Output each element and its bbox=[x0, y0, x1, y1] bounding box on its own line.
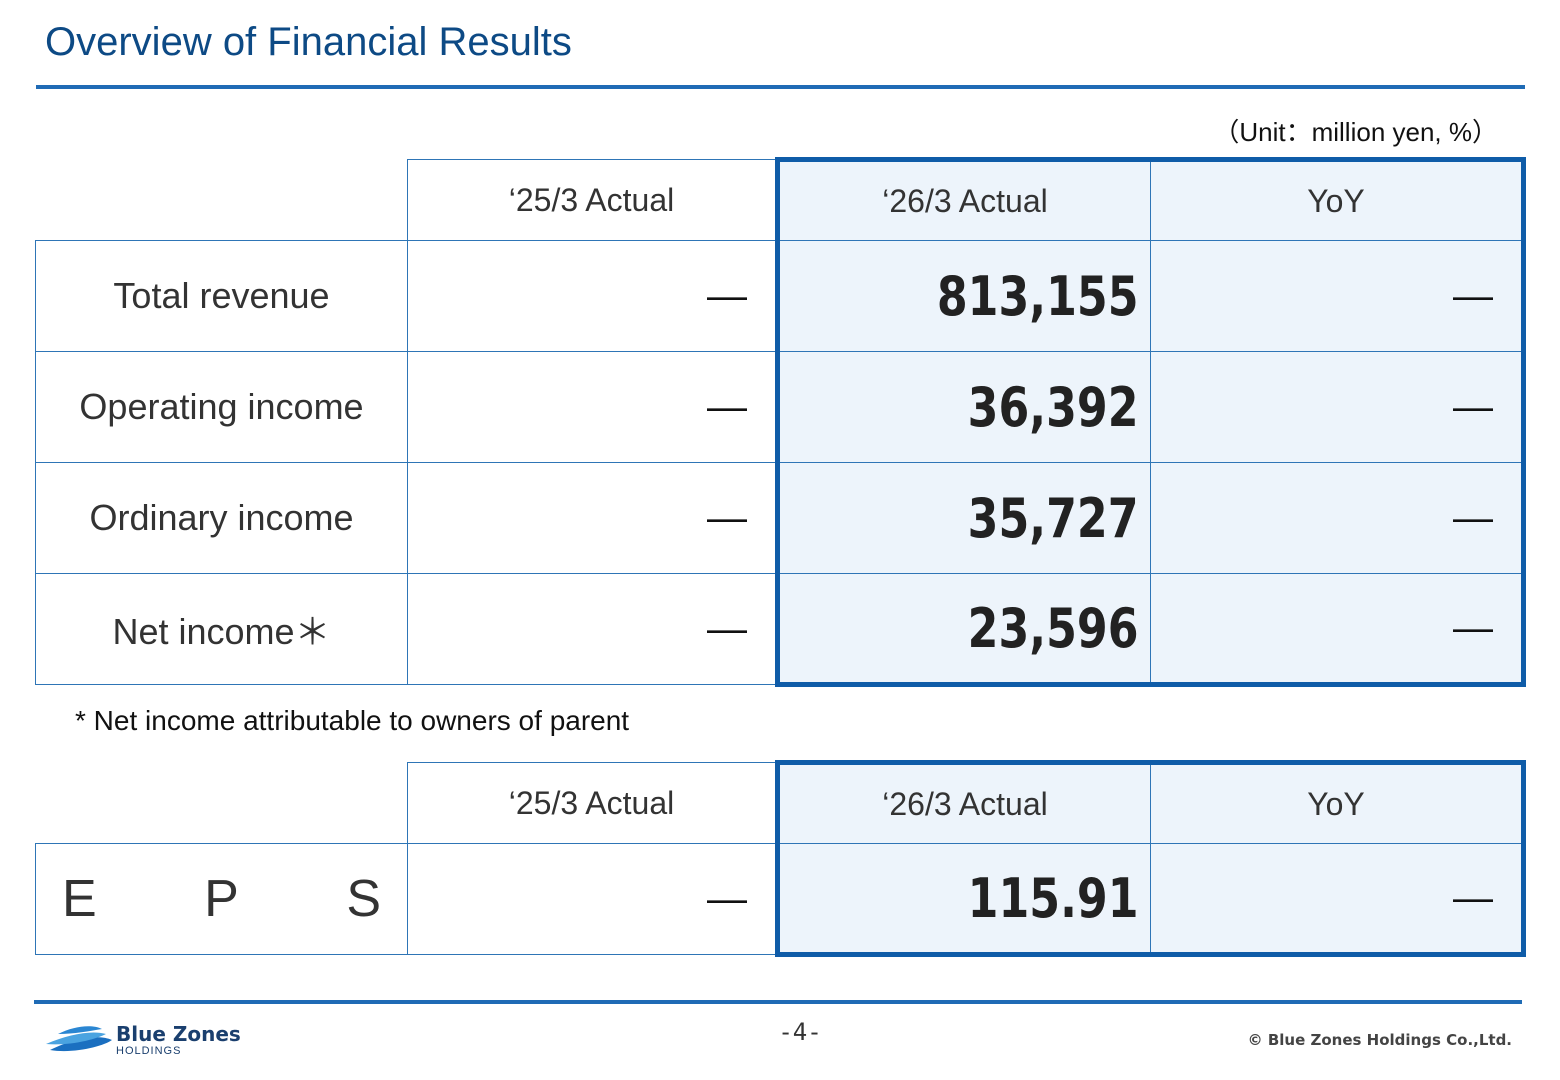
yoy-value: — bbox=[1150, 240, 1526, 352]
prev-value: — bbox=[407, 573, 778, 685]
col-header-prev: ‘25/3 Actual bbox=[407, 159, 778, 241]
corner-blank bbox=[36, 763, 408, 844]
copyright: © Blue Zones Holdings Co.,Ltd. bbox=[1247, 1031, 1512, 1049]
logo-sub: HOLDINGS bbox=[116, 1045, 182, 1057]
table-row: Ordinary income — 35,727 — bbox=[35, 462, 1526, 574]
col-header-yoy: YoY bbox=[1150, 760, 1526, 844]
footnote: * Net income attributable to owners of p… bbox=[75, 705, 630, 736]
curr-cell: 813,155 bbox=[775, 240, 1151, 352]
yoy-value: — bbox=[1150, 573, 1526, 687]
curr-value: 813,155 bbox=[936, 264, 1139, 328]
eps-curr-value: 115.91 bbox=[967, 866, 1139, 930]
eps-yoy-value: — bbox=[1150, 843, 1526, 957]
title-divider bbox=[36, 85, 1525, 89]
row-label: Operating income bbox=[35, 351, 408, 463]
curr-value: 36,392 bbox=[967, 375, 1139, 439]
col-header-curr: ‘26/3 Actual bbox=[775, 760, 1151, 844]
eps-table: ‘25/3 Actual ‘26/3 Actual YoY E P S — 11… bbox=[35, 760, 1526, 957]
yoy-value: — bbox=[1150, 351, 1526, 463]
table-row: Operating income — 36,392 — bbox=[35, 351, 1526, 463]
curr-cell: 35,727 bbox=[775, 462, 1151, 574]
logo-name: Blue Zones bbox=[116, 1022, 241, 1046]
blue-zones-logo-icon bbox=[46, 1026, 112, 1052]
curr-cell: 23,596 bbox=[775, 573, 1151, 687]
eps-curr-cell: 115.91 bbox=[775, 843, 1151, 957]
curr-cell: 36,392 bbox=[775, 351, 1151, 463]
col-header-prev: ‘25/3 Actual bbox=[407, 762, 778, 844]
eps-letter-e: E bbox=[62, 870, 97, 928]
eps-letter-p: P bbox=[204, 870, 239, 928]
table-row: Total revenue — 813,155 — bbox=[35, 240, 1526, 352]
page-number: -4- bbox=[778, 1018, 822, 1046]
row-label: Ordinary income bbox=[35, 462, 408, 574]
row-label: Net income＊ bbox=[35, 573, 408, 685]
corner-blank bbox=[36, 160, 408, 241]
yoy-value: — bbox=[1150, 462, 1526, 574]
unit-note: （Unit：million yen, %） bbox=[1213, 117, 1498, 147]
financial-results-table: ‘25/3 Actual ‘26/3 Actual YoY Total reve… bbox=[35, 157, 1526, 687]
table-row: Net income＊ — 23,596 — bbox=[35, 573, 1526, 687]
eps-label: E P S bbox=[36, 869, 407, 929]
eps-prev-value: — bbox=[407, 843, 778, 955]
col-header-yoy: YoY bbox=[1150, 157, 1526, 241]
eps-label-cell: E P S bbox=[35, 843, 408, 955]
footer-divider bbox=[34, 1000, 1522, 1004]
curr-value: 35,727 bbox=[967, 486, 1139, 550]
page-title: Overview of Financial Results bbox=[45, 20, 572, 64]
row-label: Total revenue bbox=[35, 240, 408, 352]
table-row: E P S — 115.91 — bbox=[35, 843, 1526, 957]
curr-value: 23,596 bbox=[967, 596, 1139, 660]
eps-letter-s: S bbox=[346, 870, 381, 928]
col-header-curr: ‘26/3 Actual bbox=[775, 157, 1151, 241]
prev-value: — bbox=[407, 351, 778, 463]
prev-value: — bbox=[407, 240, 778, 352]
prev-value: — bbox=[407, 462, 778, 574]
